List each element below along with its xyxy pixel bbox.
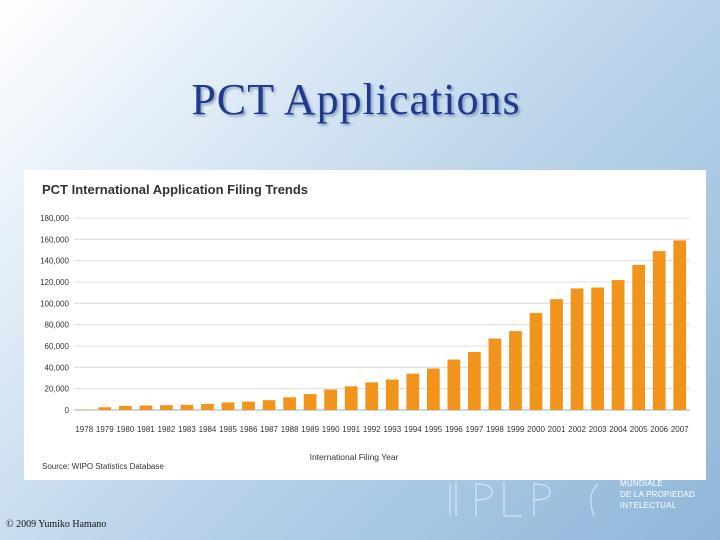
x-tick-label: 1999 bbox=[507, 425, 525, 434]
x-tick-label: 1987 bbox=[260, 425, 278, 434]
bar-1998 bbox=[488, 338, 502, 410]
bar-2005 bbox=[632, 264, 646, 410]
x-tick-label: 2007 bbox=[671, 425, 689, 434]
copyright-notice: © 2009 Yumiko Hamano bbox=[6, 519, 107, 530]
x-tick-label: 1988 bbox=[281, 425, 299, 434]
x-tick-label: 2004 bbox=[609, 425, 627, 434]
bar-2002 bbox=[570, 288, 584, 410]
logo-line-2: de la Propiedad bbox=[620, 490, 696, 499]
bar-1982 bbox=[160, 405, 173, 410]
y-tick-labels: 0 20,000 40,000 60,000 80,000 100,000 120,000 1… bbox=[40, 214, 69, 415]
y-tick-label: 180,000 bbox=[40, 214, 69, 223]
x-tick-label: 1985 bbox=[219, 425, 237, 434]
wipo-logo-mark bbox=[449, 482, 599, 517]
grid-layer bbox=[74, 217, 690, 411]
y-tick-label: 80,000 bbox=[45, 321, 70, 330]
chart-panel: PCT International Application Filing Tre… bbox=[24, 170, 706, 480]
x-tick-label: 1986 bbox=[240, 425, 258, 434]
bar-1992 bbox=[365, 382, 379, 410]
bar-1996 bbox=[447, 359, 461, 410]
x-tick-label: 1979 bbox=[96, 425, 114, 434]
bar-2003 bbox=[591, 287, 604, 410]
x-tick-label: 1998 bbox=[486, 425, 504, 434]
x-tick-label: 1981 bbox=[137, 425, 155, 434]
bar-2000 bbox=[529, 313, 543, 410]
x-tick-labels: 1978 1979 1980 1981 1982 1983 1984 1985 1986 1987… bbox=[75, 425, 689, 434]
x-tick-label: 2002 bbox=[568, 425, 586, 434]
y-tick-label: 160,000 bbox=[40, 235, 69, 244]
chart-title: PCT International Application Filing Tre… bbox=[42, 182, 308, 197]
bar-chart: PCT International Application Filing Tre… bbox=[40, 182, 690, 471]
bar-1980 bbox=[118, 405, 132, 410]
x-tick-label: 1978 bbox=[75, 425, 93, 434]
bar-1978 bbox=[77, 409, 91, 410]
bar-1999 bbox=[509, 331, 522, 410]
logo-line-1: Mundiale bbox=[620, 479, 663, 488]
bar-1989 bbox=[303, 394, 317, 410]
x-tick-label: 1984 bbox=[199, 425, 217, 434]
bar-2004 bbox=[611, 280, 625, 410]
bar-1984 bbox=[201, 404, 214, 410]
x-tick-label: 1989 bbox=[301, 425, 319, 434]
y-tick-label: 140,000 bbox=[40, 257, 69, 266]
bar-1983 bbox=[180, 404, 194, 410]
x-tick-label: 1993 bbox=[383, 425, 401, 434]
x-tick-label: 1992 bbox=[363, 425, 381, 434]
x-tick-label: 1996 bbox=[445, 425, 463, 434]
x-axis-label: International Filing Year bbox=[310, 452, 399, 462]
x-tick-label: 1983 bbox=[178, 425, 196, 434]
x-tick-label: 1982 bbox=[158, 425, 176, 434]
x-tick-label: 1994 bbox=[404, 425, 422, 434]
x-tick-label: 1997 bbox=[466, 425, 484, 434]
x-tick-label: 1980 bbox=[116, 425, 134, 434]
x-tick-label: 2006 bbox=[650, 425, 668, 434]
bar-1981 bbox=[139, 405, 153, 410]
x-tick-label: 1991 bbox=[342, 425, 360, 434]
x-tick-label: 1990 bbox=[322, 425, 340, 434]
bar-1994 bbox=[406, 373, 420, 410]
bar-1995 bbox=[426, 368, 440, 410]
bar-2006 bbox=[652, 251, 666, 410]
x-tick-label: 2003 bbox=[589, 425, 607, 434]
x-tick-label: 2000 bbox=[527, 425, 545, 434]
bar-1987 bbox=[262, 400, 276, 410]
logo-line-3: Intelectual bbox=[620, 501, 677, 510]
x-tick-label: 2001 bbox=[548, 425, 566, 434]
bar-1986 bbox=[242, 401, 255, 410]
bar-1979 bbox=[98, 407, 112, 410]
y-tick-label: 20,000 bbox=[45, 385, 70, 394]
bar-1990 bbox=[324, 389, 338, 410]
bar-1985 bbox=[221, 402, 235, 410]
bar-1993 bbox=[385, 379, 399, 410]
y-tick-label: 40,000 bbox=[45, 363, 70, 372]
y-tick-label: 0 bbox=[65, 406, 70, 415]
y-tick-label: 100,000 bbox=[40, 299, 69, 308]
bar-1997 bbox=[468, 351, 481, 410]
y-tick-label: 120,000 bbox=[40, 278, 69, 287]
bar-2001 bbox=[550, 299, 563, 410]
bar-1991 bbox=[344, 386, 358, 410]
bars bbox=[77, 240, 687, 410]
slide-title: PCT Applications bbox=[191, 75, 521, 124]
x-tick-label: 1995 bbox=[424, 425, 442, 434]
x-tick-label: 2005 bbox=[630, 425, 648, 434]
chart-source: Source: WIPO Statistics Database bbox=[42, 462, 164, 471]
y-tick-label: 60,000 bbox=[45, 342, 70, 351]
wipo-logo-text: Mundiale de la Propiedad Intelectual bbox=[620, 478, 716, 511]
bar-1988 bbox=[283, 397, 296, 410]
bar-2007 bbox=[673, 240, 687, 410]
